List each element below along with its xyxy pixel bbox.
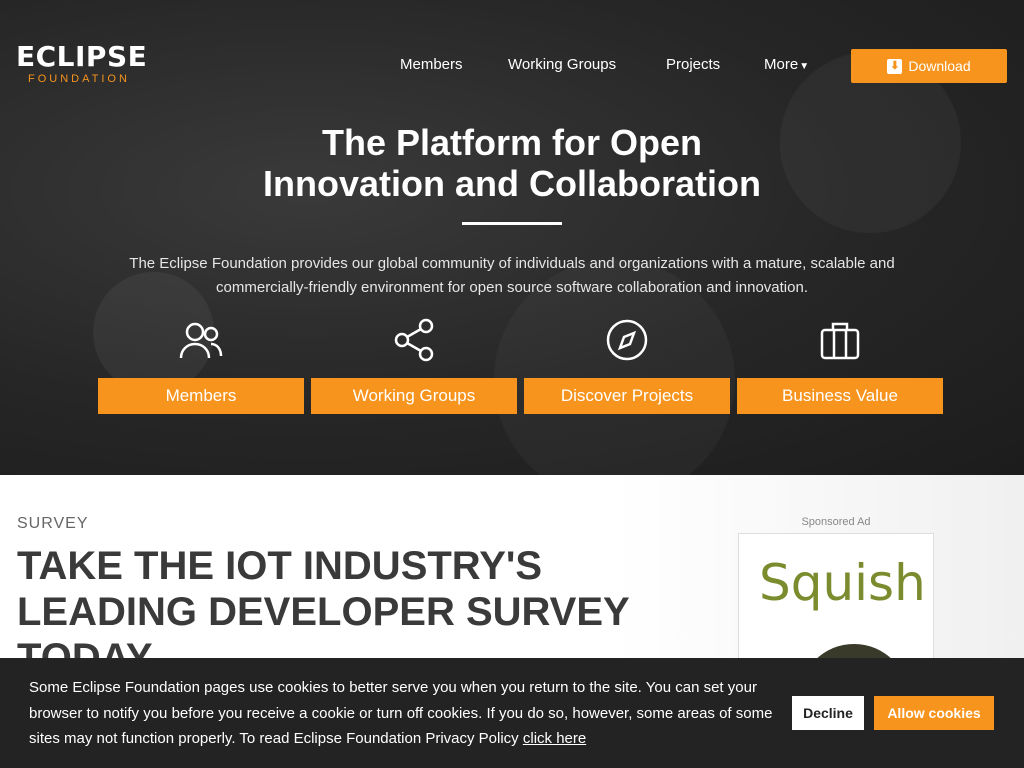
share-icon bbox=[394, 318, 434, 362]
cookie-text: Some Eclipse Foundation pages use cookie… bbox=[29, 675, 789, 752]
hero-title: The Platform for Open Innovation and Col… bbox=[140, 122, 884, 204]
hero-title-line1: The Platform for Open bbox=[321, 122, 703, 163]
nav-members-link[interactable]: Members bbox=[400, 56, 463, 73]
hero-divider bbox=[462, 222, 562, 225]
logo-name: ECLIPSE bbox=[16, 40, 148, 73]
nav-more-label: More bbox=[764, 56, 799, 73]
download-icon: ⬇ bbox=[887, 58, 903, 74]
hero-title-line2: Innovation and Collaboration bbox=[263, 163, 761, 204]
nav-projects-link[interactable]: Projects bbox=[666, 56, 721, 73]
feature-members: Members bbox=[98, 316, 304, 420]
nav-working-groups-link[interactable]: Working Groups bbox=[508, 56, 617, 73]
survey-label: SURVEY bbox=[17, 515, 89, 532]
download-label: Download bbox=[908, 58, 971, 74]
hero-description: The Eclipse Foundation provides our glob… bbox=[129, 255, 895, 296]
decline-cookies-button[interactable]: Decline bbox=[792, 696, 864, 730]
nav-more-dropdown[interactable]: More▼ bbox=[764, 52, 809, 78]
members-button[interactable]: Members bbox=[98, 378, 304, 414]
hero-section: ECLIPSE FOUNDATION Members Working Group… bbox=[0, 0, 1024, 475]
members-icon bbox=[179, 322, 223, 359]
feature-working-groups: Working Groups bbox=[311, 316, 517, 420]
sponsored-label: Sponsored Ad bbox=[801, 516, 871, 528]
feature-business-value: Business Value bbox=[737, 316, 943, 420]
download-button[interactable]: ⬇ Download bbox=[851, 49, 1007, 83]
feature-discover-projects: Discover Projects bbox=[524, 316, 730, 420]
briefcase-icon bbox=[820, 322, 860, 360]
main-nav: Members Working Groups Projects More▼ bbox=[0, 52, 1024, 78]
cookie-message: Some Eclipse Foundation pages use cookie… bbox=[29, 679, 773, 747]
discover-projects-button[interactable]: Discover Projects bbox=[524, 378, 730, 414]
privacy-policy-link[interactable]: click here bbox=[522, 730, 587, 747]
allow-cookies-button[interactable]: Allow cookies bbox=[874, 696, 994, 730]
working-groups-button[interactable]: Working Groups bbox=[311, 378, 517, 414]
business-value-button[interactable]: Business Value bbox=[737, 378, 943, 414]
logo-sub: FOUNDATION bbox=[28, 73, 130, 85]
eclipse-logo[interactable]: ECLIPSE FOUNDATION bbox=[16, 36, 172, 88]
compass-icon bbox=[606, 319, 648, 361]
cookie-banner: Some Eclipse Foundation pages use cookie… bbox=[0, 658, 1024, 768]
caret-down-icon: ▼ bbox=[799, 61, 810, 72]
ad-brand: Squish bbox=[759, 554, 926, 612]
